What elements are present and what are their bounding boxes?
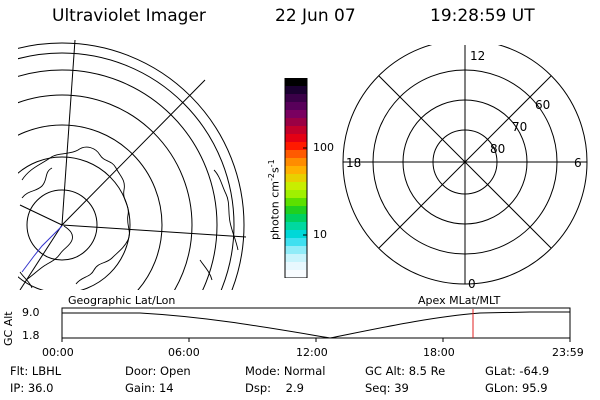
colorbar-cell [285, 238, 307, 247]
mlat-label-60: 60 [535, 98, 550, 112]
mlt-label-18: 18 [346, 156, 361, 170]
xtick-0600: 06:00 [168, 346, 200, 359]
observation-date: 22 Jun 07 [275, 6, 356, 26]
colorbar-cell [285, 166, 307, 175]
seq-status: Seq: 39 [365, 381, 409, 395]
colorbar-cell [285, 126, 307, 135]
mlt-label-12: 12 [470, 49, 485, 63]
polar-mlat-mlt-plot: 12 0 18 6 60 70 80 [342, 45, 588, 290]
geographic-map [18, 40, 246, 290]
mlat-label-80: 80 [490, 142, 505, 156]
observation-time: 19:28:59 UT [430, 6, 535, 26]
glat-status: GLat: -64.9 [485, 364, 550, 378]
colorbar-cell [285, 94, 307, 103]
colorbar-cell [285, 182, 307, 191]
instrument-title: Ultraviolet Imager [52, 6, 206, 26]
altitude-right-title: Apex MLat/MLT [418, 294, 501, 307]
colorbar-tick-100: 100 [313, 141, 334, 154]
orbit-track [21, 225, 63, 273]
colorbar-unit-label: photon cm-2s-1 [267, 159, 282, 240]
gain-status: Gain: 14 [125, 381, 174, 395]
coastline [19, 146, 239, 289]
dsp-status: Dsp: 2.9 [245, 381, 304, 395]
latitude-circles [18, 42, 245, 290]
colorbar-cell [285, 134, 307, 143]
colorbar-cell [285, 110, 307, 119]
gc-alt-status: GC Alt: 8.5 Re [365, 364, 446, 378]
mlt-label-0: 0 [468, 277, 476, 290]
color-bar [284, 78, 308, 278]
colorbar-cell [285, 214, 307, 223]
colorbar-cell [285, 270, 307, 278]
colorbar-cell [285, 150, 307, 159]
colorbar-cell [285, 222, 307, 231]
colorbar-cell [285, 206, 307, 215]
colorbar-cell [285, 174, 307, 183]
colorbar-cell [285, 254, 307, 263]
colorbar-tick-10: 10 [313, 228, 327, 241]
altitude-ytick-high: 9.0 [22, 306, 40, 319]
colorbar-cell [285, 102, 307, 111]
colorbar-cell [285, 262, 307, 271]
xtick-1800: 18:00 [423, 346, 455, 359]
colorbar-cell [285, 190, 307, 199]
colorbar-cell [285, 86, 307, 95]
altitude-plot [61, 307, 571, 342]
colorbar-cell [285, 78, 307, 87]
colorbar-cell [285, 198, 307, 207]
colorbar-cell [285, 158, 307, 167]
longitude-lines [19, 40, 246, 290]
altitude-curve [62, 311, 570, 339]
xtick-1200: 12:00 [296, 346, 328, 359]
altitude-left-title: Geographic Lat/Lon [68, 294, 176, 307]
xtick-0000: 00:00 [42, 346, 74, 359]
mlat-label-70: 70 [512, 120, 527, 134]
xtick-2359: 23:59 [552, 346, 584, 359]
colorbar-cell [285, 246, 307, 255]
altitude-axis-label: GC Alt [2, 311, 15, 346]
colorbar-cell [285, 118, 307, 127]
glon-status: GLon: 95.9 [485, 381, 548, 395]
filter-status: Flt: LBHL [10, 364, 62, 378]
mode-status: Mode: Normal [245, 364, 326, 378]
door-status: Door: Open [125, 364, 191, 378]
mlt-label-6: 6 [574, 156, 582, 170]
colorbar-cell [285, 230, 307, 239]
altitude-ytick-low: 1.8 [22, 329, 40, 342]
colorbar-cell [285, 142, 307, 151]
ip-status: IP: 36.0 [10, 381, 54, 395]
